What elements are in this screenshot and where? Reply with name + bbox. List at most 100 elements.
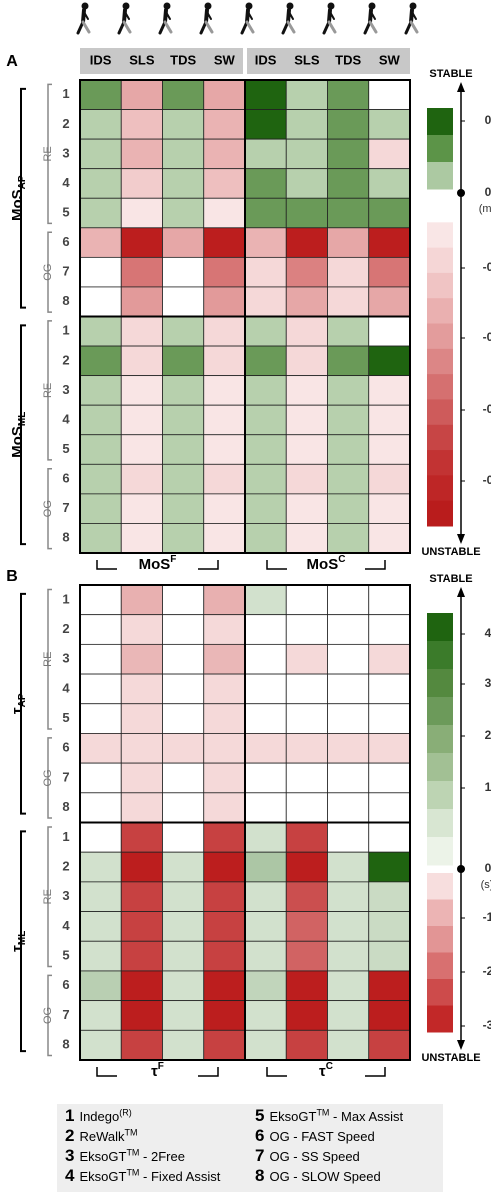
group-bracket bbox=[47, 974, 52, 1057]
phase-header-label: SW bbox=[379, 52, 401, 67]
heatmap-cell bbox=[162, 404, 205, 436]
legend-item-8: 8 OG - SLOW Speed bbox=[255, 1166, 381, 1185]
heatmap-cell bbox=[327, 792, 370, 823]
metric-bracket bbox=[20, 830, 26, 1053]
heatmap-cell bbox=[79, 881, 122, 912]
heatmap-cell bbox=[327, 168, 370, 199]
heatmap-cell bbox=[285, 1029, 328, 1061]
colorbar-a-swatch bbox=[427, 247, 453, 274]
metric-bracket bbox=[20, 87, 26, 309]
heatmap-cell bbox=[244, 109, 287, 140]
heatmap-cell bbox=[285, 762, 328, 794]
walking-figure-icon bbox=[409, 2, 417, 10]
group-label-re: RE bbox=[42, 146, 54, 161]
condition-legend: 1 Indego(R) 2 ReWalkTM 3 EksoGTTM - 2Free 4… bbox=[57, 1104, 443, 1192]
heatmap-cell bbox=[368, 822, 411, 853]
colorbar-a-swatch bbox=[427, 450, 453, 476]
column-group-label: MoSC bbox=[307, 554, 346, 573]
heatmap-cell bbox=[79, 673, 122, 705]
legend-item-5: 5 EksoGTTM - Max Assist bbox=[255, 1106, 404, 1125]
heatmap-cell bbox=[327, 762, 370, 794]
walking-figure-icon bbox=[281, 2, 296, 35]
colorbar-b-tick-label: 2.0 bbox=[485, 728, 491, 742]
heatmap-cell bbox=[79, 345, 122, 377]
colorbar-b-unstable-label: UNSTABLE bbox=[421, 1052, 480, 1064]
heatmap-cell bbox=[120, 79, 163, 110]
heatmap-cell bbox=[285, 523, 328, 554]
heatmap-cell bbox=[368, 227, 411, 258]
heatmap-cell bbox=[162, 851, 205, 883]
heatmap-cell bbox=[79, 79, 122, 110]
group-bracket bbox=[47, 320, 52, 461]
heatmap-cell bbox=[79, 138, 122, 170]
group-label-re: RE bbox=[42, 652, 54, 667]
heatmap-cell bbox=[162, 1029, 205, 1061]
walking-figure-icon bbox=[240, 2, 255, 35]
heatmap-cell bbox=[79, 822, 122, 853]
heatmap-cell bbox=[327, 911, 370, 942]
heatmap-cell bbox=[244, 762, 287, 794]
heatmap-cell bbox=[327, 109, 370, 140]
legend-item-1: 1 Indego(R) bbox=[65, 1106, 132, 1125]
heatmap-cell bbox=[327, 940, 370, 972]
heatmap-cell bbox=[120, 584, 163, 616]
heatmap-cell bbox=[203, 703, 246, 734]
heatmap-cell bbox=[120, 970, 163, 1002]
heatmap-cell bbox=[203, 643, 246, 675]
row-number: 4 bbox=[62, 411, 70, 426]
colorbar-b-swatch bbox=[427, 979, 453, 1006]
walking-figure-icon bbox=[368, 20, 378, 34]
heatmap-cell bbox=[203, 197, 246, 229]
colorbar-b-arrow-down bbox=[457, 1040, 465, 1050]
walking-figure-icon bbox=[363, 2, 378, 35]
heatmap-cell bbox=[368, 434, 411, 465]
heatmap-cell bbox=[285, 822, 328, 853]
heatmap-cell bbox=[203, 911, 246, 942]
heatmap-cell bbox=[368, 493, 411, 524]
colorbar-b-tick-label: 3.0 bbox=[485, 676, 491, 690]
heatmap-cell bbox=[120, 851, 163, 883]
colorbar-b-swatch bbox=[427, 613, 453, 642]
heatmap-cell bbox=[368, 1029, 411, 1061]
heatmap-cell bbox=[368, 109, 411, 140]
heatmap-cell bbox=[368, 970, 411, 1002]
heatmap-cell bbox=[285, 911, 328, 942]
heatmap-cell bbox=[327, 404, 370, 436]
colorbar-b-tick-label: 0.0 bbox=[485, 861, 491, 875]
heatmap-cell bbox=[79, 286, 122, 317]
colorbar-a-swatch bbox=[427, 500, 453, 527]
heatmap-cell bbox=[120, 256, 163, 288]
colorbar-a-arrow-up bbox=[457, 82, 465, 92]
heatmap-cell bbox=[120, 345, 163, 377]
heatmap-cell bbox=[244, 227, 287, 258]
heatmap-cell bbox=[203, 614, 246, 645]
heatmap-cell bbox=[203, 822, 246, 853]
heatmap-cell bbox=[120, 643, 163, 675]
row-number: 7 bbox=[62, 769, 69, 784]
heatmap-cell bbox=[327, 703, 370, 734]
heatmap-cell bbox=[244, 940, 287, 972]
group-label-og: OG bbox=[42, 769, 54, 786]
panel-label: A bbox=[6, 53, 18, 70]
heatmap-cell bbox=[285, 316, 328, 347]
figure-canvas: A 1 2 3 4 5 6 7 8 RE OG MoSAP 1 2 3 4 5 6 7 8 RE OG MoSML MoSF M… bbox=[6, 2, 491, 1080]
heatmap-cell bbox=[120, 227, 163, 258]
heatmap-cell bbox=[120, 197, 163, 229]
heatmap-cell bbox=[327, 822, 370, 853]
phase-header-bg bbox=[80, 48, 243, 74]
heatmap-cell bbox=[327, 286, 370, 317]
colorbar-b-swatch bbox=[427, 952, 453, 980]
heatmap-cell bbox=[244, 643, 287, 675]
heatmap-cell bbox=[285, 614, 328, 645]
heatmap-cell bbox=[203, 375, 246, 406]
heatmap-cell bbox=[327, 493, 370, 524]
heatmap-cell bbox=[79, 256, 122, 288]
walking-figure-icon bbox=[281, 20, 290, 35]
colorbar-a-swatch bbox=[427, 108, 453, 136]
colorbar-a-tick-label: 0.0 bbox=[485, 185, 491, 199]
colorbar-a-unit: (m) bbox=[479, 203, 491, 215]
heatmap-cell bbox=[162, 733, 205, 764]
row-number: 3 bbox=[62, 888, 69, 903]
walking-figure-icon bbox=[158, 2, 173, 35]
column-group-bracket bbox=[365, 1067, 386, 1077]
